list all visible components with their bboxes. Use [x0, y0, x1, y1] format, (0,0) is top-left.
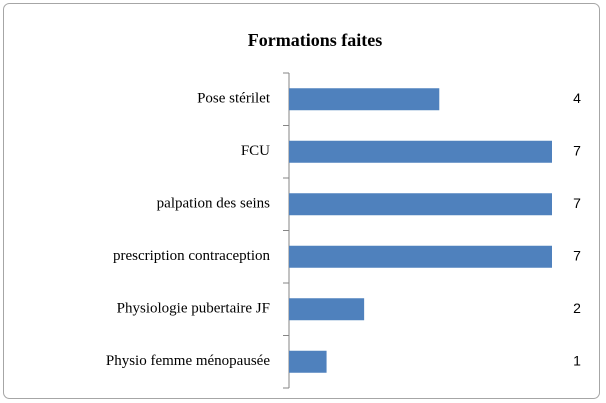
data-label: 4 [573, 90, 581, 106]
bar [289, 193, 552, 216]
bar [289, 245, 552, 268]
category-label: Pose stérilet [197, 91, 271, 107]
data-label: 2 [573, 300, 581, 316]
chart-title: Formations faites [248, 30, 382, 50]
category-label: FCU [241, 143, 270, 159]
data-label: 7 [573, 195, 581, 211]
category-label: Physio femme ménopausée [106, 353, 270, 369]
bar [289, 298, 365, 321]
data-label: 7 [573, 142, 581, 158]
category-label: palpation des seins [157, 196, 270, 212]
bar [289, 88, 440, 111]
data-label: 1 [573, 352, 581, 368]
bar [289, 140, 552, 163]
category-label: prescription contraception [113, 248, 271, 264]
data-label: 7 [573, 247, 581, 263]
bar [289, 350, 327, 373]
category-label: Physiologie pubertaire JF [117, 301, 270, 317]
